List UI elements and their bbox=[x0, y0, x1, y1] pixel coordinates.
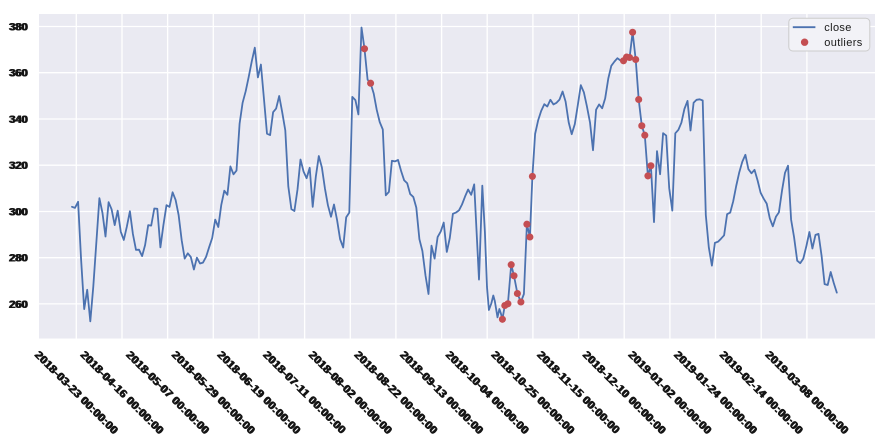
svg-text:2018-08-02 00:00:00: 2018-08-02 00:00:00 bbox=[307, 350, 395, 438]
svg-text:340: 340 bbox=[10, 114, 29, 126]
svg-text:2018-12-10 00:00:00: 2018-12-10 00:00:00 bbox=[580, 350, 668, 438]
svg-text:outliers: outliers bbox=[824, 37, 862, 49]
svg-text:2018-05-07 00:00:00: 2018-05-07 00:00:00 bbox=[124, 350, 212, 438]
svg-text:260: 260 bbox=[10, 299, 29, 311]
svg-text:2018-03-23 00:00:00: 2018-03-23 00:00:00 bbox=[33, 350, 121, 438]
svg-text:380: 380 bbox=[10, 22, 29, 34]
svg-text:360: 360 bbox=[10, 68, 29, 80]
svg-text:2018-08-22 00:00:00: 2018-08-22 00:00:00 bbox=[352, 350, 440, 438]
svg-text:280: 280 bbox=[10, 253, 29, 265]
svg-text:2019-01-02 00:00:00: 2019-01-02 00:00:00 bbox=[626, 350, 714, 438]
svg-text:300: 300 bbox=[10, 207, 29, 219]
svg-text:320: 320 bbox=[10, 160, 29, 172]
svg-text:2019-02-14 00:00:00: 2019-02-14 00:00:00 bbox=[717, 350, 805, 438]
svg-text:2018-06-19 00:00:00: 2018-06-19 00:00:00 bbox=[215, 350, 303, 438]
svg-text:2018-09-13 00:00:00: 2018-09-13 00:00:00 bbox=[398, 350, 486, 438]
svg-text:2018-05-29 00:00:00: 2018-05-29 00:00:00 bbox=[170, 350, 258, 438]
svg-text:2018-04-16 00:00:00: 2018-04-16 00:00:00 bbox=[78, 350, 166, 438]
svg-text:300: 300 bbox=[9, 207, 28, 219]
svg-text:2018-07-11 00:00:00: 2018-07-11 00:00:00 bbox=[261, 350, 348, 437]
svg-text:2019-01-24 00:00:00: 2019-01-24 00:00:00 bbox=[672, 350, 760, 438]
svg-text:380: 380 bbox=[9, 22, 28, 34]
svg-text:280: 280 bbox=[9, 253, 28, 265]
svg-text:2018-10-25 00:00:00: 2018-10-25 00:00:00 bbox=[489, 350, 577, 438]
svg-text:340: 340 bbox=[9, 114, 28, 126]
svg-text:360: 360 bbox=[9, 68, 28, 80]
svg-text:2018-11-15 00:00:00: 2018-11-15 00:00:00 bbox=[535, 350, 622, 437]
svg-text:close: close bbox=[824, 22, 851, 34]
svg-text:2019-03-08 00:00:00: 2019-03-08 00:00:00 bbox=[763, 350, 851, 438]
svg-text:260: 260 bbox=[9, 299, 28, 311]
svg-text:2018-10-04 00:00:00: 2018-10-04 00:00:00 bbox=[443, 350, 531, 438]
svg-text:320: 320 bbox=[9, 160, 28, 172]
